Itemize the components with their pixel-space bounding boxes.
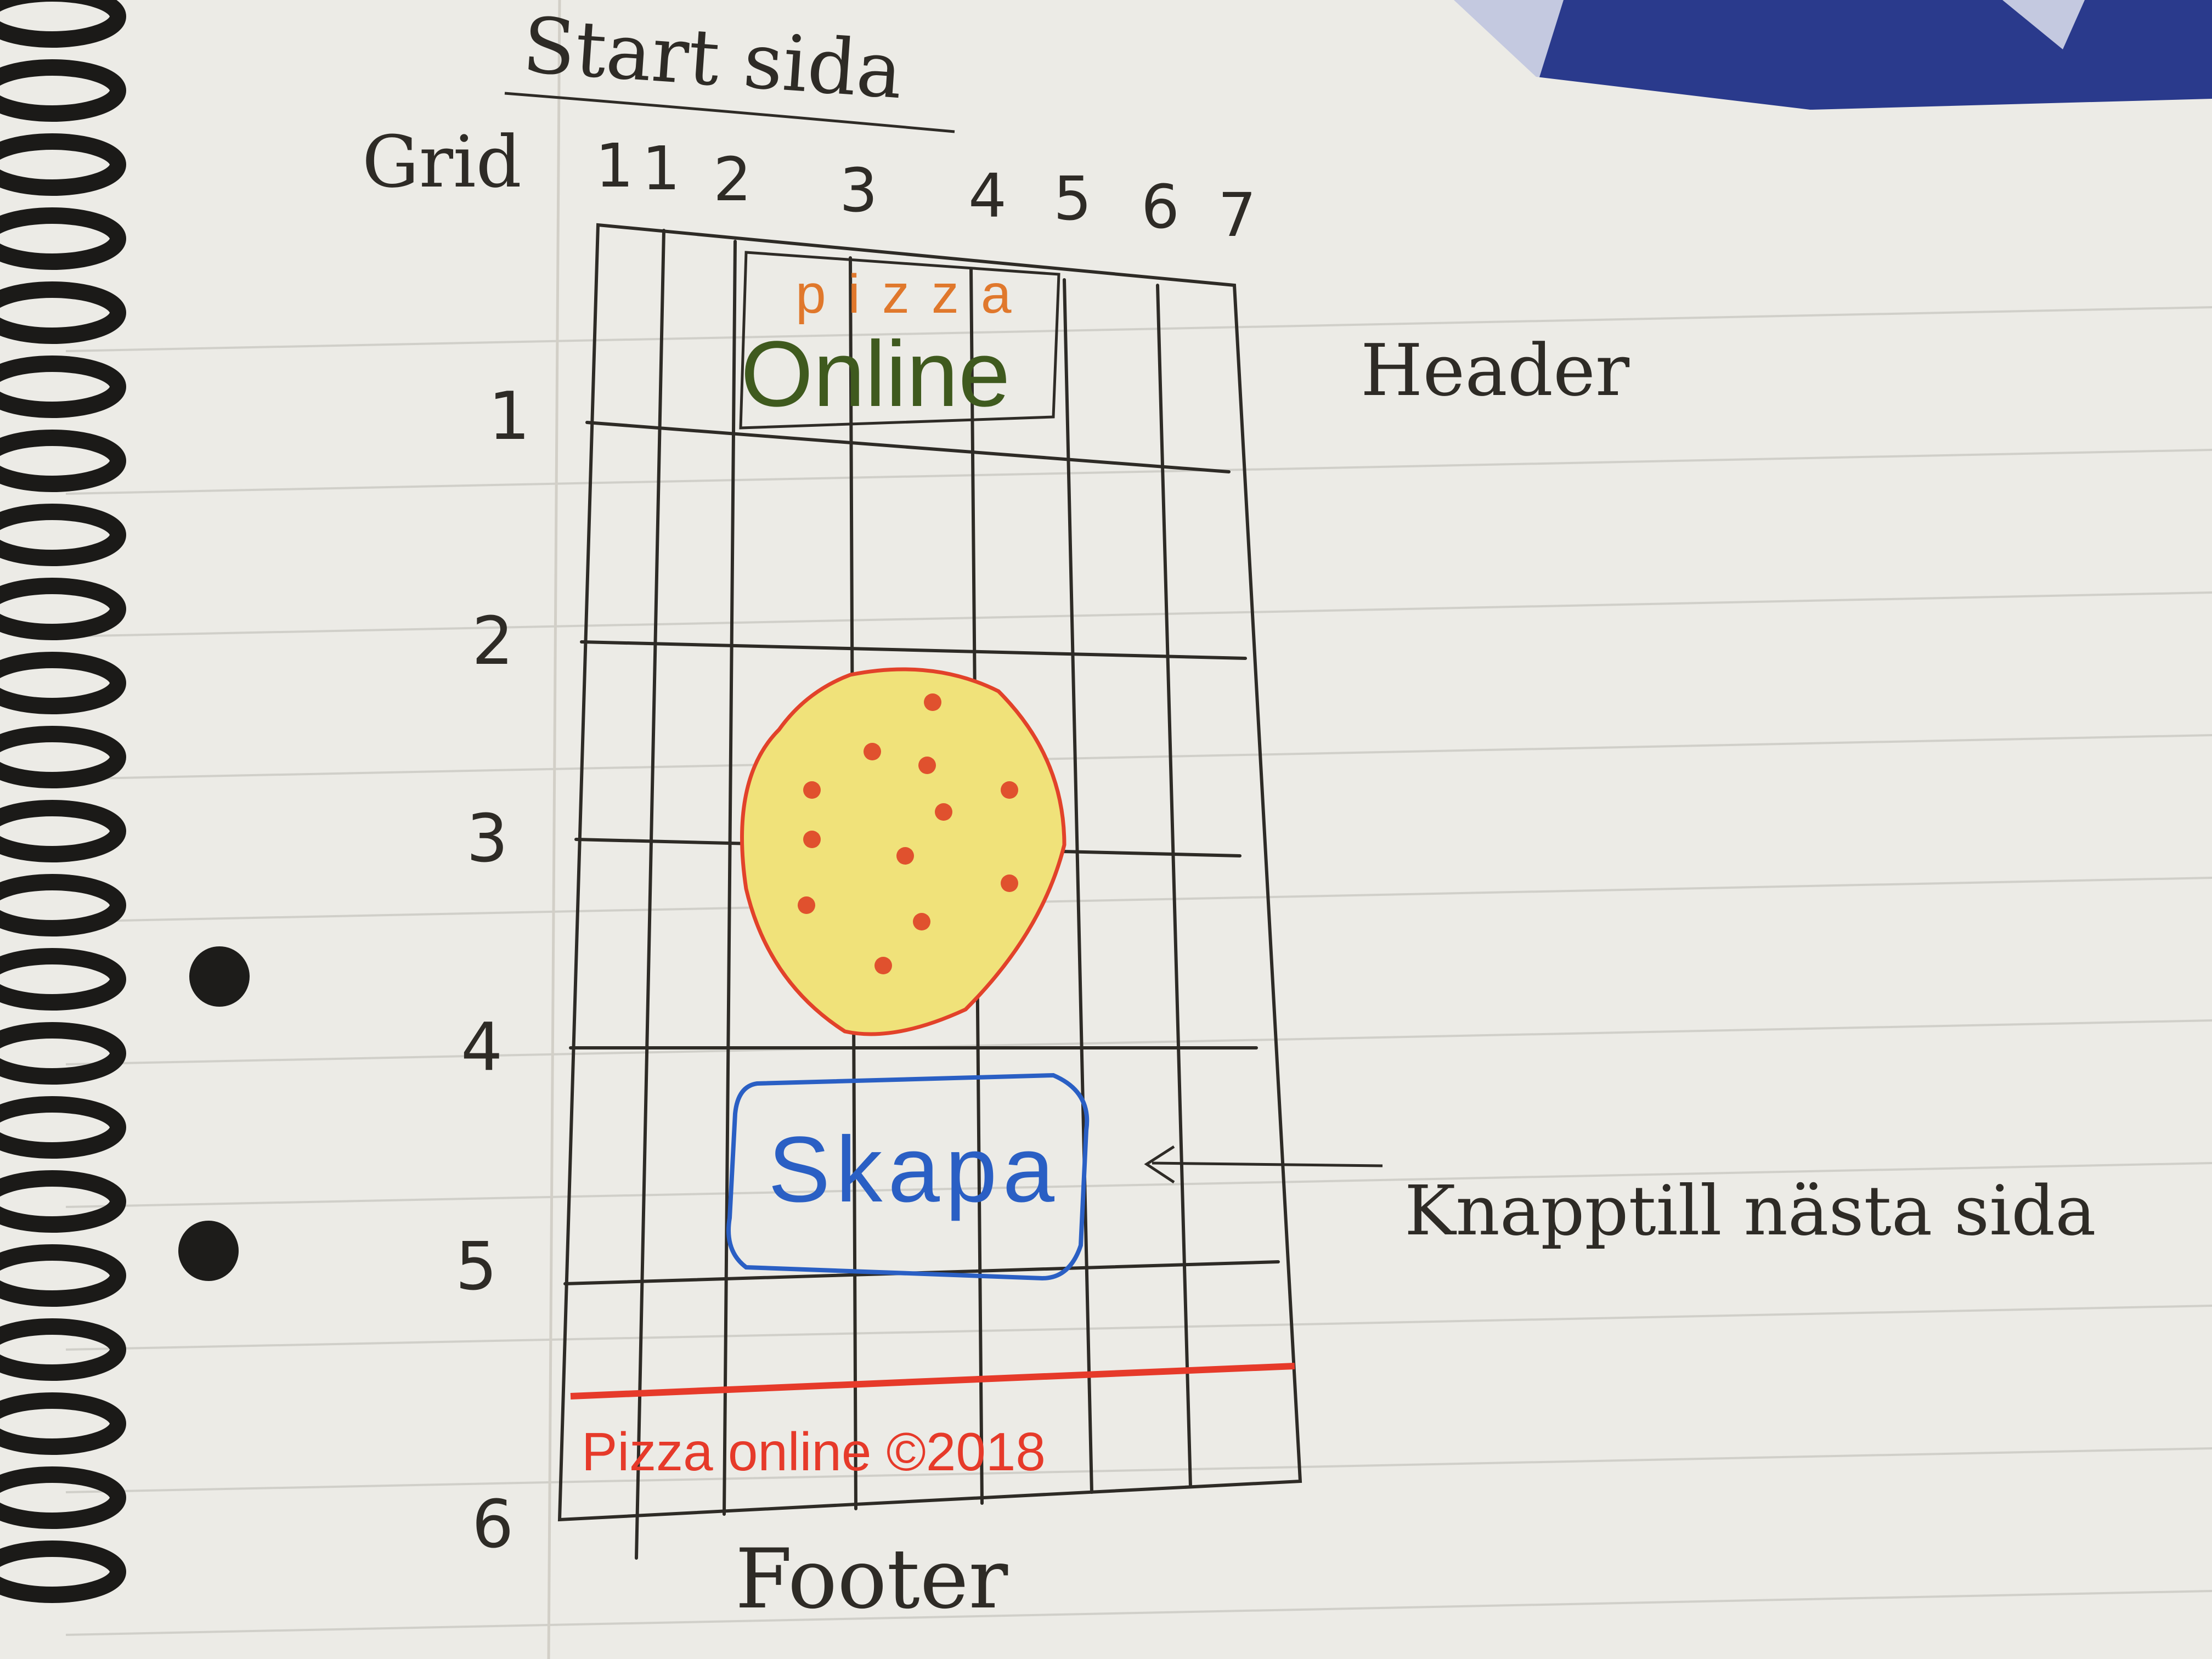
header-note: Header xyxy=(1361,329,1630,412)
grid-label: Grid xyxy=(362,120,522,204)
row-number: 6 xyxy=(472,1487,514,1563)
spiral-ring xyxy=(0,1096,126,1159)
spiral-ring xyxy=(0,1392,126,1455)
footer-red-line xyxy=(570,1363,1295,1400)
spiral-ring xyxy=(0,1244,126,1307)
pepperoni-dot xyxy=(1001,781,1018,799)
pepperoni-dot xyxy=(896,847,914,865)
spiral-ring xyxy=(0,59,126,122)
spiral-ring xyxy=(0,948,126,1011)
column-number: 2 xyxy=(713,144,752,215)
pizza-illustration xyxy=(740,667,1066,1036)
punch-hole xyxy=(178,1221,239,1281)
spiral-ring xyxy=(0,281,126,344)
skapa-button-label: Skapa xyxy=(768,1118,1060,1222)
pepperoni-dot xyxy=(874,957,892,974)
spiral-ring xyxy=(0,207,126,270)
annotation-arrow xyxy=(1144,1145,1383,1184)
row-numbers: 1 2 3 4 5 6 xyxy=(455,379,530,1563)
pepperoni-dot xyxy=(803,831,821,848)
pepperoni-dot xyxy=(1001,874,1018,892)
column-number: 4 xyxy=(968,161,1007,231)
spiral-ring xyxy=(0,430,126,492)
footer-note: Footer xyxy=(735,1532,1008,1627)
logo-top-text: pizza xyxy=(795,263,1033,325)
column-number: 3 xyxy=(839,155,878,225)
spiral-ring xyxy=(0,0,126,48)
row-number: 3 xyxy=(466,801,508,877)
column-number: 1 xyxy=(595,131,634,201)
spiral-ring xyxy=(0,652,126,714)
column-number: 5 xyxy=(1053,163,1092,234)
spiral-ring xyxy=(0,874,126,936)
column-number: 7 xyxy=(1218,180,1256,250)
pepperoni-dot xyxy=(913,913,930,930)
title-underline xyxy=(504,92,955,133)
spiral-ring xyxy=(0,1466,126,1529)
spiral-ring xyxy=(0,356,126,418)
spiral-ring xyxy=(0,1022,126,1085)
spiral-ring xyxy=(0,1170,126,1233)
spiral-binding xyxy=(0,0,126,1603)
logo-bottom-text: Online xyxy=(741,322,1010,426)
column-number: 1 xyxy=(642,133,680,204)
spiral-ring xyxy=(0,133,126,196)
pepperoni-dot xyxy=(924,693,941,711)
spiral-ring xyxy=(0,1541,126,1603)
spiral-ring xyxy=(0,578,126,640)
punch-hole xyxy=(189,946,250,1007)
button-note: Knapptill nästa sida xyxy=(1404,1171,2096,1251)
spiral-ring xyxy=(0,504,126,566)
margin-line xyxy=(547,0,561,1659)
logo-box xyxy=(739,251,1060,430)
pepperoni-dot xyxy=(864,743,881,760)
spiral-ring xyxy=(0,800,126,862)
row-number: 4 xyxy=(461,1009,503,1086)
skapa-button-box xyxy=(726,1073,1090,1281)
pepperoni-dot xyxy=(798,896,815,914)
row-number: 5 xyxy=(455,1229,497,1305)
pepperoni-dot xyxy=(935,803,952,821)
spiral-ring xyxy=(0,726,126,788)
row-number: 2 xyxy=(472,603,514,680)
pepperoni-dot xyxy=(918,757,936,774)
spiral-ring xyxy=(0,1318,126,1381)
column-number: 6 xyxy=(1141,172,1180,242)
row-number: 1 xyxy=(488,379,530,455)
pepperoni-dot xyxy=(803,781,821,799)
ruled-lines xyxy=(65,306,2212,1636)
footer-text: Pizza online ©2018 xyxy=(582,1421,1046,1482)
